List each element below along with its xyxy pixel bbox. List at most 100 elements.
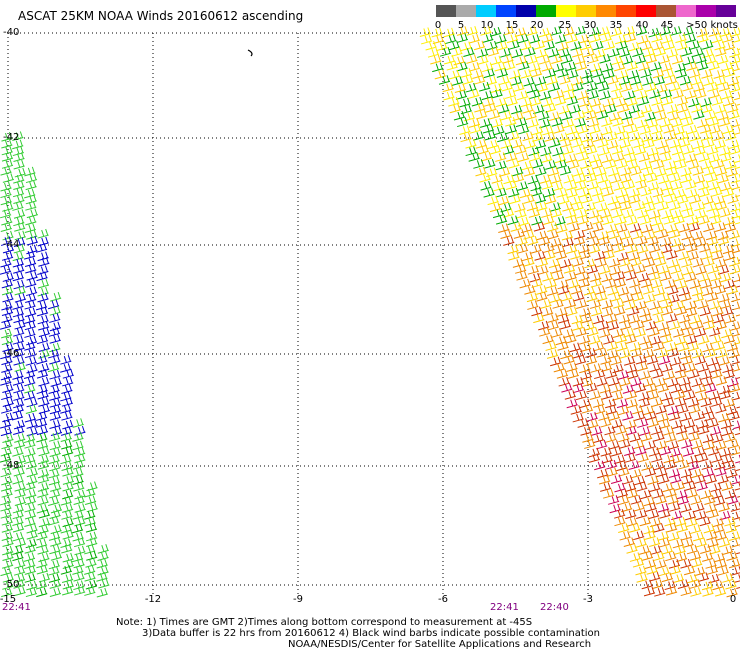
wind-barb [717,235,730,246]
wind-barb [498,104,510,114]
wind-barb [659,145,671,155]
wind-barb [553,362,565,373]
wind-barb [555,34,567,44]
wind-barb [96,572,108,582]
wind-barb [707,418,719,428]
wind-barb [473,40,486,51]
wind-barb [608,47,620,58]
wind-barb [24,502,36,513]
wind-barb [633,501,645,512]
wind-barb [675,397,687,408]
wind-barb [600,208,612,219]
wind-barb [644,440,657,451]
wind-barb [648,447,661,457]
wind-barb [669,81,681,92]
wind-barb [641,340,654,351]
wind-barb [597,468,609,479]
wind-barb [562,237,574,248]
wind-barb [725,579,737,590]
wind-barb [568,279,580,289]
wind-barb [503,25,515,36]
wind-barb [545,341,557,351]
wind-barb [671,117,683,128]
wind-speed-legend [436,5,736,17]
wind-barb [733,34,740,43]
wind-barb [684,33,697,44]
wind-barb [636,509,648,520]
wind-barb [669,411,681,421]
wind-barb [587,90,599,100]
wind-barb [556,307,568,317]
wind-barb [651,96,663,106]
wind-barb [714,139,726,150]
wind-barb [589,33,601,43]
wind-barb [589,124,601,135]
wind-barb [661,572,674,583]
wind-barb [50,551,63,561]
wind-barb [670,264,682,275]
wind-barb [0,467,12,478]
wind-barb [547,313,559,323]
wind-barb [635,538,647,548]
wind-barb [85,522,98,533]
wind-barb [653,286,666,297]
wind-barb [732,327,740,337]
wind-barb [583,321,595,331]
wind-barb [23,552,36,562]
wind-barb [726,405,738,416]
wind-barb [713,131,725,141]
wind-barb [708,180,720,191]
wind-barb [505,116,517,127]
wind-barb [661,181,673,192]
wind-barb [590,278,603,288]
wind-barb [618,313,631,324]
wind-barb [709,327,721,337]
wind-barb [545,160,557,170]
wind-barb [686,124,698,135]
wind-barb [638,96,650,106]
wind-barb [608,166,620,177]
wind-barb [13,566,26,576]
wind-barb [549,138,561,148]
wind-barb [449,103,461,114]
wind-barb [607,195,619,206]
wind-barb [733,273,740,283]
wind-barb [671,145,684,156]
wind-barb [587,54,599,64]
wind-barb [685,335,698,345]
wind-barb [660,271,672,282]
wind-barb [731,118,740,128]
wind-barb [578,271,590,282]
wind-barb [575,173,587,184]
wind-barb [60,391,72,402]
wind-barb [479,118,492,128]
wind-barb [25,215,37,226]
wind-barb [25,278,37,288]
wind-barb [721,545,734,556]
wind-barb [36,432,48,443]
wind-barb [657,201,669,211]
wind-barb [0,257,12,268]
wind-barb [487,195,499,206]
wind-barb [524,139,537,149]
wind-barb [700,397,712,408]
wind-barb [588,447,601,458]
wind-barb [639,516,651,527]
wind-barb [500,229,512,239]
wind-barb [718,412,730,423]
wind-barb [507,215,519,226]
wind-barb [37,454,50,465]
legend-label: 0 [434,20,442,31]
wind-barb [626,398,639,409]
wind-barb [572,321,584,331]
wind-barb [683,208,695,219]
wind-barb [602,62,614,73]
wind-barb [598,236,611,246]
wind-barb [609,503,621,514]
wind-barb [702,286,714,297]
wind-barb [37,236,49,247]
wind-barb [649,209,661,220]
wind-barb [37,482,50,492]
wind-barb [686,544,699,555]
wind-barb [626,243,638,254]
